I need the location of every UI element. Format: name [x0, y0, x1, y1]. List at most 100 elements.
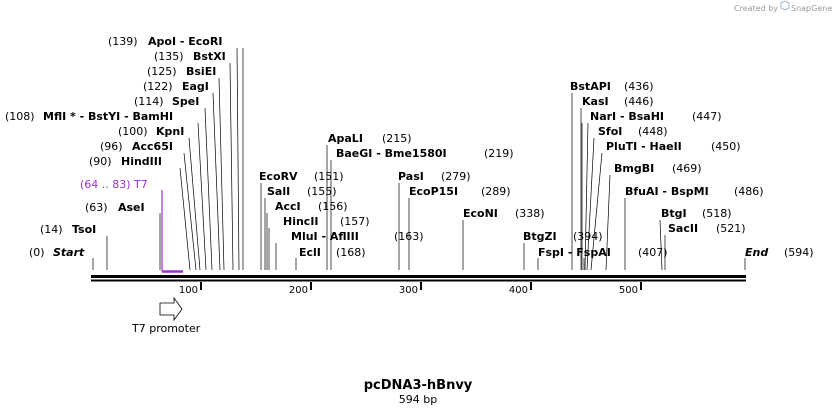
site-name: SacII: [668, 222, 698, 235]
site-nari-bsahi[interactable]: NarI - BsaHI (447): [590, 110, 722, 123]
site-name: SalI: [267, 185, 290, 198]
site-position: (90): [89, 155, 112, 168]
site-position: (407): [638, 246, 668, 259]
site-position: (100): [118, 125, 148, 138]
site-name: BaeGI - Bme1580I: [336, 147, 447, 160]
site-acci[interactable]: AccI (156): [275, 200, 348, 213]
site-position: (215): [382, 132, 412, 145]
site-name: ApaLI: [328, 132, 363, 145]
tick-label: 200: [289, 285, 308, 296]
site-name: EagI: [182, 80, 209, 93]
site-sacii[interactable]: SacII (521): [668, 222, 746, 235]
site-position: (521): [716, 222, 746, 235]
site-ecorv[interactable]: EcoRV (151): [259, 170, 344, 183]
site-position: (163): [394, 230, 424, 243]
site-sali[interactable]: SalI (155): [267, 185, 337, 198]
site-name: EcoRV: [259, 170, 298, 183]
site-position: (155): [307, 185, 337, 198]
site-position: (96): [100, 140, 123, 153]
site-bstapi[interactable]: BstAPI (436): [570, 80, 654, 93]
t7-promoter-arrow[interactable]: [159, 296, 183, 322]
site-asei[interactable]: (63) AseI: [85, 201, 145, 214]
site-name: BtgZI: [523, 230, 557, 243]
site-kpni[interactable]: (100) KpnI: [118, 125, 184, 138]
site-position: (594): [784, 246, 814, 259]
site-position: (219): [484, 147, 514, 160]
site-name: End: [745, 246, 768, 259]
t7-primer-label[interactable]: (64 .. 83) T7: [80, 178, 148, 191]
site-pluti-haeii[interactable]: PluTI - HaeII (450): [606, 140, 741, 153]
site-position: (125): [147, 65, 177, 78]
site-position: (450): [711, 140, 741, 153]
site-name: PluTI - HaeII: [606, 140, 682, 153]
site-econi[interactable]: EcoNI (338): [463, 207, 545, 220]
site-acc65i[interactable]: (96) Acc65I: [100, 140, 173, 153]
site-ecli[interactable]: EclI (168): [299, 246, 366, 259]
site-name: AseI: [118, 201, 145, 214]
site-name: SpeI: [172, 95, 199, 108]
snapgene-logo-icon: [780, 0, 790, 11]
site-position: (394): [573, 230, 603, 243]
site-mlui-afliii[interactable]: MluI - AflIII (163): [291, 230, 424, 243]
sequence-bar: [91, 275, 746, 282]
site-position: (114): [134, 95, 164, 108]
sequence-length: 594 bp: [399, 393, 437, 406]
site-position: (447): [692, 110, 722, 123]
t7-promoter-label: T7 promoter: [131, 322, 201, 335]
site-end[interactable]: End (594): [745, 246, 814, 259]
site-tsoi[interactable]: (14) TsoI: [40, 223, 96, 236]
tick-label: 400: [509, 285, 528, 296]
site-position: (469): [672, 162, 702, 175]
brand-text: SnapGene: [791, 4, 832, 13]
site-position: (486): [734, 185, 764, 198]
site-fspi-fspai[interactable]: FspI - FspAI (407): [538, 246, 668, 259]
site-position: (14): [40, 223, 63, 236]
site-apali[interactable]: ApaLI (215): [328, 132, 412, 145]
site-mfli-bstyi-bamhi[interactable]: (108) MflI * - BstYI - BamHI: [5, 110, 173, 123]
site-position: (338): [515, 207, 545, 220]
site-position: (518): [702, 207, 732, 220]
site-position: (108): [5, 110, 35, 123]
site-btgi[interactable]: BtgI (518): [661, 207, 732, 220]
site-baegi-bme1580i[interactable]: BaeGI - Bme1580I (219): [336, 147, 514, 160]
site-spei[interactable]: (114) SpeI: [134, 95, 199, 108]
site-name: EclI: [299, 246, 321, 259]
site-ecop15i[interactable]: EcoP15I (289): [409, 185, 511, 198]
site-name: SfoI: [598, 125, 622, 138]
site-position: (151): [314, 170, 344, 183]
site-position: (0): [29, 246, 45, 259]
site-name: TsoI: [72, 223, 96, 236]
site-bfuai-bspmi[interactable]: BfuAI - BspMI (486): [625, 185, 764, 198]
site-name: Start: [53, 246, 85, 259]
site-kasi[interactable]: KasI (446): [582, 95, 654, 108]
site-hindiii[interactable]: (90) HindIII: [89, 155, 162, 168]
site-position: (448): [638, 125, 668, 138]
site-bmgbi[interactable]: BmgBI (469): [614, 162, 702, 175]
site-name: ApoI - EcoRI: [148, 35, 222, 48]
site-position: (63): [85, 201, 108, 214]
site-sfoi[interactable]: SfoI (448): [598, 125, 668, 138]
site-position: (135): [154, 50, 184, 63]
site-eagi[interactable]: (122) EagI: [143, 80, 209, 93]
site-pasi[interactable]: PasI (279): [398, 170, 471, 183]
site-name: NarI - BsaHI: [590, 110, 664, 123]
site-name: KasI: [582, 95, 609, 108]
site-name: EcoP15I: [409, 185, 458, 198]
site-name: FspI - FspAI: [538, 246, 611, 259]
site-hincii[interactable]: HincII (157): [283, 215, 370, 228]
site-name: BstXI: [193, 50, 226, 63]
site-position: (446): [624, 95, 654, 108]
site-btgzi[interactable]: BtgZI (394): [523, 230, 603, 243]
site-bstxi[interactable]: (135) BstXI: [154, 50, 226, 63]
site-name: BstAPI: [570, 80, 611, 93]
site-bsiei[interactable]: (125) BsiEI: [147, 65, 216, 78]
site-name: HindIII: [121, 155, 162, 168]
site-name: EcoNI: [463, 207, 498, 220]
site-name: BsiEI: [186, 65, 216, 78]
site-apoi-ecori[interactable]: (139) ApoI - EcoRI: [108, 35, 222, 48]
tick-label: 100: [179, 285, 198, 296]
axis-ticks: [200, 282, 642, 290]
site-name: MflI * - BstYI - BamHI: [43, 110, 173, 123]
site-start[interactable]: (0) Start: [29, 246, 85, 259]
